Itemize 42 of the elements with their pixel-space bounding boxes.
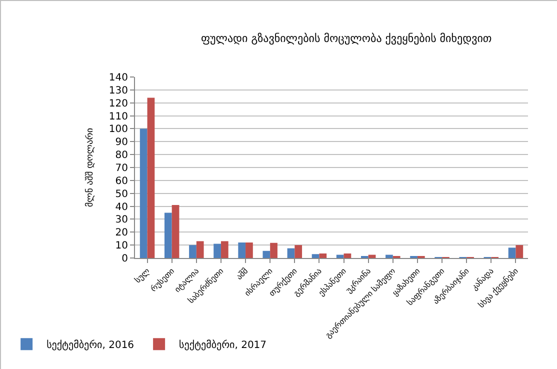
y-tick-label: 110 xyxy=(108,111,128,122)
y-tick-label: 20 xyxy=(115,228,128,239)
bar xyxy=(516,245,524,258)
bar xyxy=(196,241,204,258)
bar xyxy=(189,245,196,258)
y-tick-label: 60 xyxy=(115,176,128,187)
bar xyxy=(220,241,228,258)
y-tick-label: 40 xyxy=(115,202,128,213)
y-tick-label: 30 xyxy=(115,214,128,226)
y-tick-label: 90 xyxy=(115,137,128,148)
bar xyxy=(140,128,148,258)
x-tick-label: აშშ xyxy=(234,266,250,282)
bar xyxy=(287,248,295,258)
y-tick-label: 80 xyxy=(115,150,128,162)
bar xyxy=(262,250,270,258)
bar xyxy=(294,245,302,258)
bar xyxy=(319,253,327,258)
y-tick-label: 50 xyxy=(115,188,128,200)
bar xyxy=(270,242,278,258)
bar xyxy=(344,253,352,258)
bar xyxy=(508,248,516,258)
legend-label: სექტემბერი, 2016 xyxy=(46,339,134,352)
bar xyxy=(147,98,155,258)
y-tick-label: 120 xyxy=(108,98,128,110)
y-axis-title: მლნ აშშ დოლარი xyxy=(84,128,96,208)
y-tick-label: 130 xyxy=(108,85,128,96)
y-tick-label: 0 xyxy=(122,254,128,264)
chart-title: ფულადი გზავნილების მოცულობა ქვეყნების მიხედვით xyxy=(200,32,492,45)
y-tick-label: 100 xyxy=(108,124,128,136)
y-tick-label: 10 xyxy=(115,240,128,252)
bar xyxy=(336,254,344,258)
bar xyxy=(172,204,180,258)
bar xyxy=(246,242,253,258)
y-tick-label: 70 xyxy=(115,163,128,174)
bar xyxy=(386,254,393,258)
bar xyxy=(312,254,320,258)
legend-label: სექტემბერი, 2017 xyxy=(179,339,267,352)
bar xyxy=(214,244,221,258)
bar xyxy=(164,212,172,258)
y-tick-label: 140 xyxy=(108,72,128,84)
bar xyxy=(238,242,246,258)
x-tick-label: სულ xyxy=(133,266,152,285)
